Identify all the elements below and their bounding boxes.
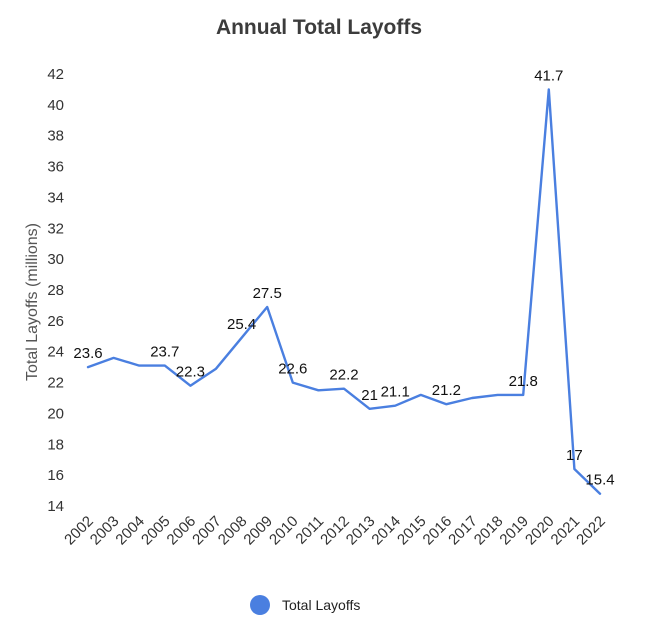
series-layer	[86, 88, 602, 495]
x-tick-label: 2022	[573, 513, 609, 549]
series-line-total-layoffs[interactable]	[86, 88, 602, 495]
data-label: 22.2	[329, 367, 358, 384]
legend[interactable]: Total Layoffs	[250, 595, 360, 615]
y-tick-label: 14	[47, 498, 64, 515]
data-label: 22.3	[176, 364, 205, 381]
data-label: 23.6	[73, 345, 102, 362]
data-label: 22.6	[278, 361, 307, 378]
data-label: 27.5	[253, 285, 282, 302]
data-label: 21.8	[509, 373, 538, 390]
y-axis-label: Total Layoffs (millions)	[24, 223, 41, 381]
y-tick-label: 36	[47, 159, 64, 176]
y-tick-label: 32	[47, 220, 64, 237]
y-tick-label: 26	[47, 313, 64, 330]
y-tick-label: 34	[47, 189, 64, 206]
data-label: 21.1	[381, 384, 410, 401]
data-label: 23.7	[150, 344, 179, 361]
legend-label-total-layoffs: Total Layoffs	[282, 597, 360, 613]
y-tick-label: 30	[47, 251, 64, 268]
y-tick-label: 40	[47, 97, 64, 114]
y-tick-label: 18	[47, 436, 64, 453]
y-tick-label: 28	[47, 282, 64, 299]
y-tick-label: 16	[47, 467, 64, 484]
y-tick-label: 42	[47, 66, 64, 83]
y-axis-ticks: 14 16 18 20 22 24 26 28 30 32 34 36 38 40 42	[47, 66, 64, 515]
data-label: 21.2	[432, 382, 461, 399]
y-tick-label: 24	[47, 344, 64, 361]
y-tick-label: 38	[47, 128, 64, 145]
data-label: 41.7	[534, 67, 563, 84]
y-tick-label: 22	[47, 375, 64, 392]
x-axis-ticks: 2002200320042005200620072008200920102011…	[61, 513, 609, 549]
legend-marker-total-layoffs	[250, 595, 270, 615]
data-label: 17	[566, 447, 583, 464]
data-label: 21	[361, 387, 378, 404]
data-labels: 23.6 23.7 22.3 25.4 27.5 22.6 22.221 21.1 21.2 21…	[73, 67, 614, 488]
data-label: 25.4	[227, 316, 256, 333]
data-label: 15.4	[585, 472, 614, 489]
chart-title: Annual Total Layoffs	[216, 16, 422, 39]
y-tick-label: 20	[47, 405, 64, 422]
